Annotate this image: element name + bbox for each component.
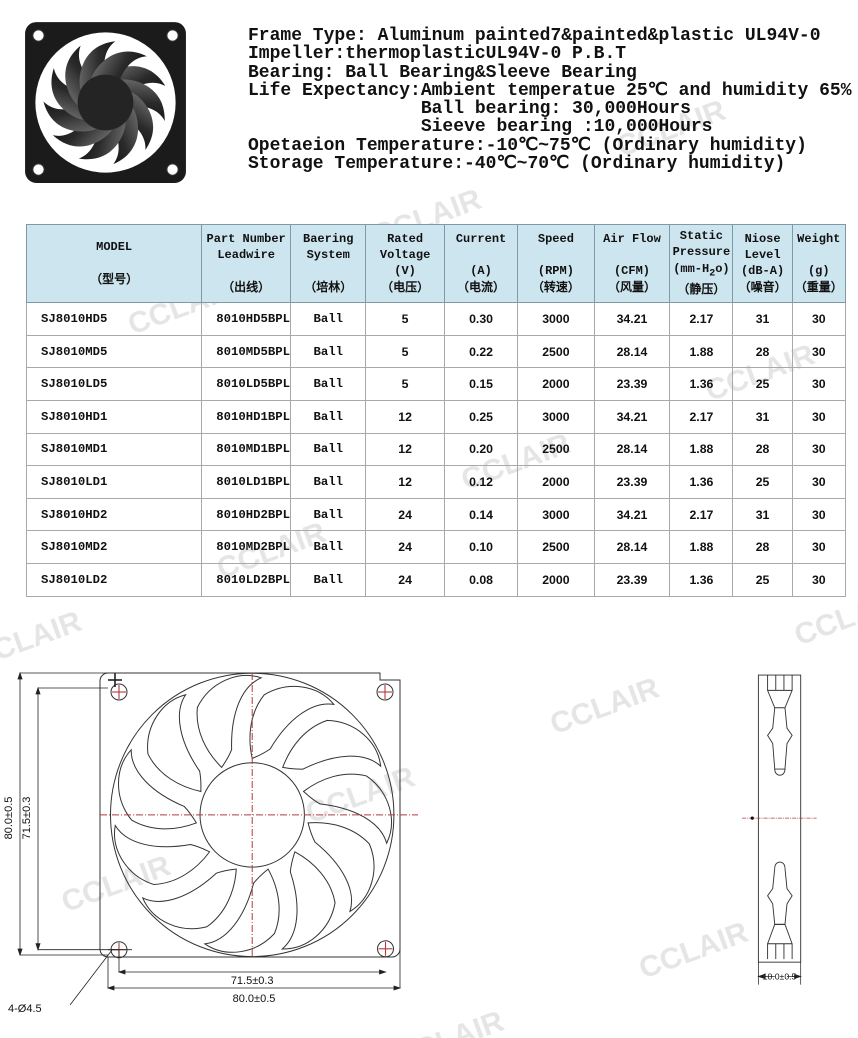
svg-text:10.0±0.5: 10.0±0.5 xyxy=(762,972,796,982)
svg-text:80.0±0.5: 80.0±0.5 xyxy=(3,797,15,840)
svg-text:71.5±0.3: 71.5±0.3 xyxy=(231,975,274,987)
svg-text:80.0±0.5: 80.0±0.5 xyxy=(233,993,276,1005)
svg-text:71.5±0.3: 71.5±0.3 xyxy=(21,797,33,840)
svg-text:4-Ø4.5: 4-Ø4.5 xyxy=(8,1003,42,1015)
